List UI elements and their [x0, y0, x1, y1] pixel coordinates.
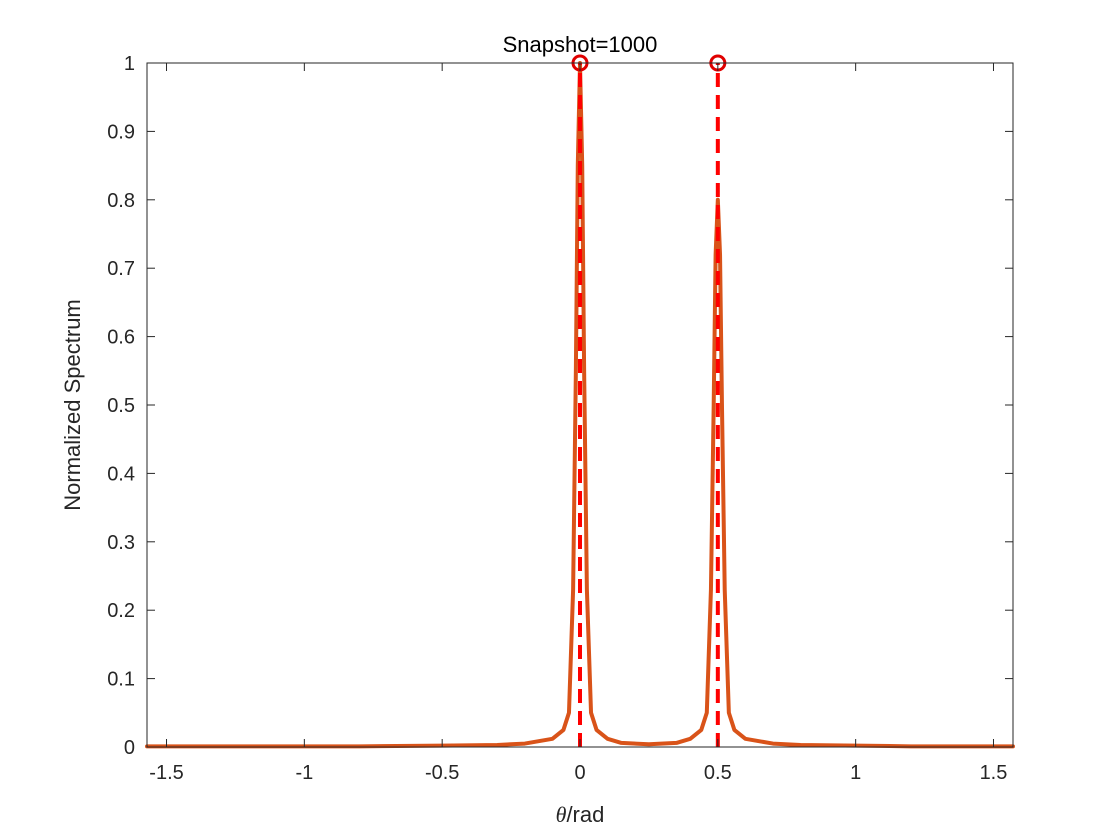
y-tick-label: 0.8	[107, 190, 135, 212]
y-axis-label: Normalized Spectrum	[60, 299, 85, 511]
y-tick-label: 0.5	[107, 395, 135, 417]
x-axis-ticks: -1.5 -1 -0.5 0 0.5 1 1.5	[149, 63, 1007, 784]
x-tick-label: 0.5	[704, 762, 732, 784]
y-tick-label: 0.4	[107, 463, 135, 485]
y-tick-label: 0.1	[107, 669, 135, 691]
x-tick-label: 1.5	[980, 762, 1008, 784]
y-tick-label: 0.7	[107, 258, 135, 280]
x-tick-label: -1	[295, 762, 313, 784]
x-tick-label: 0	[574, 762, 585, 784]
y-tick-label: 0.6	[107, 327, 135, 349]
chart-title: Snapshot=1000	[503, 32, 658, 57]
spectrum-line	[145, 61, 1015, 749]
y-tick-label: 0.3	[107, 532, 135, 554]
x-tick-label: 1	[850, 762, 861, 784]
y-tick-label: 1	[124, 53, 135, 75]
y-tick-label: 0.9	[107, 121, 135, 143]
y-tick-label: 0	[124, 737, 135, 759]
x-axis-label-unit: /rad	[566, 802, 604, 827]
x-axis-label-symbol: θ	[556, 802, 567, 827]
y-tick-label: 0.2	[107, 600, 135, 622]
x-tick-label: -1.5	[149, 762, 183, 784]
y-axis-ticks: 0 0.1 0.2 0.3 0.4 0.5 0.6 0.7 0.8 0.9 1	[107, 53, 1013, 759]
x-tick-label: -0.5	[425, 762, 459, 784]
x-axis-label: θ/rad	[556, 802, 605, 827]
